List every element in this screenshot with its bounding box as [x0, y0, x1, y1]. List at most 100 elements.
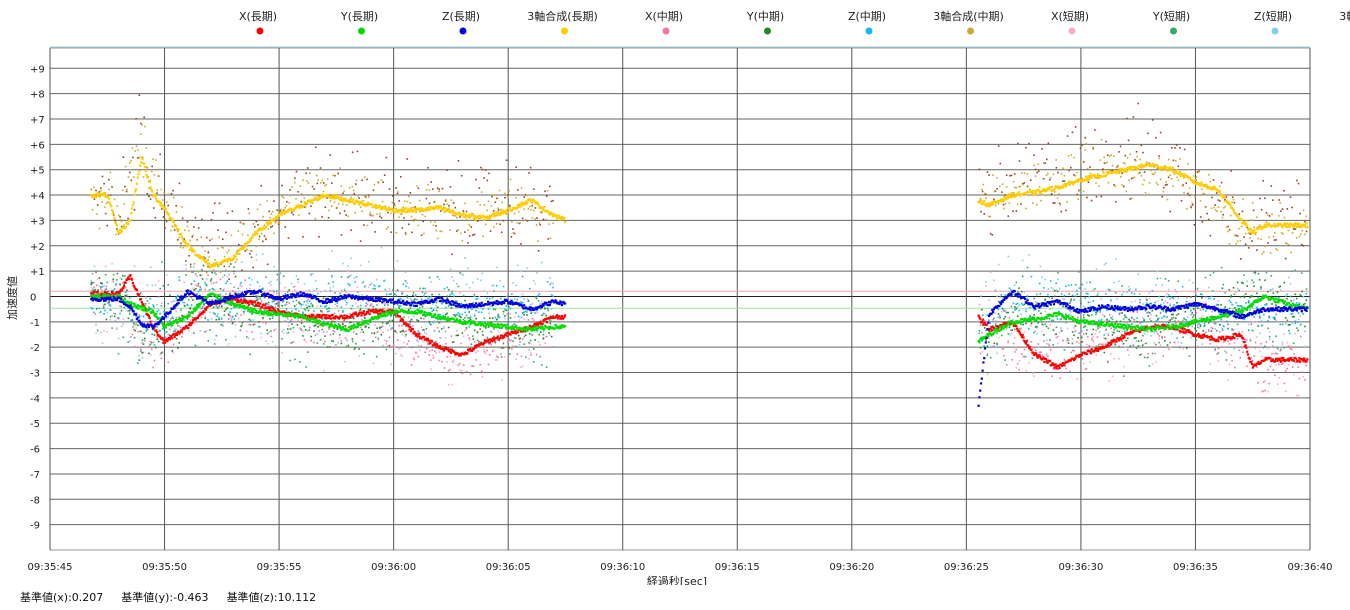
data-point: [1214, 322, 1217, 325]
data-point: [428, 202, 431, 205]
data-point: [1129, 288, 1131, 290]
data-point: [496, 359, 498, 361]
data-point: [496, 335, 499, 338]
data-point: [336, 302, 339, 304]
data-point: [997, 313, 1000, 315]
data-point: [395, 352, 397, 355]
data-point: [1297, 394, 1300, 397]
data-point: [457, 353, 460, 356]
data-point: [1155, 320, 1158, 322]
data-point: [383, 300, 385, 303]
data-point: [1121, 312, 1123, 314]
data-point: [177, 304, 179, 306]
data-point: [368, 308, 370, 310]
data-point: [266, 332, 269, 335]
data-point: [1247, 301, 1250, 303]
data-point: [149, 340, 152, 343]
data-point: [104, 265, 107, 268]
data-point: [1210, 326, 1213, 329]
data-point: [1286, 297, 1288, 300]
data-point: [161, 351, 164, 354]
data-point: [341, 322, 344, 324]
data-point: [127, 277, 131, 281]
data-point: [985, 281, 987, 283]
data-point: [1251, 359, 1254, 362]
data-point: [1062, 180, 1064, 183]
data-point: [414, 334, 418, 337]
data-point: [478, 217, 480, 220]
data-point: [472, 335, 474, 337]
data-point: [1144, 304, 1147, 307]
data-point: [1284, 322, 1287, 325]
data-point: [401, 330, 403, 333]
data-point: [423, 232, 425, 235]
data-point: [480, 341, 483, 344]
data-point: [1256, 292, 1258, 295]
data-point: [1040, 312, 1042, 315]
data-point: [1265, 303, 1268, 306]
data-point: [439, 296, 442, 299]
data-point: [997, 202, 1000, 205]
data-point: [1041, 323, 1044, 326]
data-point: [270, 226, 272, 228]
data-point: [482, 235, 484, 238]
data-point: [314, 280, 317, 282]
data-point: [1048, 344, 1051, 347]
data-point: [284, 286, 287, 289]
data-point: [1247, 232, 1250, 234]
data-point: [93, 311, 95, 314]
data-point: [270, 330, 272, 332]
data-point: [462, 211, 465, 214]
data-point: [302, 330, 304, 332]
data-point: [239, 283, 242, 286]
data-point: [187, 326, 190, 330]
data-point: [1235, 242, 1238, 245]
data-point: [163, 343, 165, 345]
data-point: [142, 176, 145, 178]
data-point: [223, 303, 226, 305]
data-point: [1243, 318, 1246, 321]
data-point: [1104, 343, 1107, 345]
data-point: [299, 185, 301, 187]
data-point: [130, 319, 132, 322]
data-point: [186, 318, 189, 320]
data-point: [174, 307, 176, 310]
data-point: [161, 328, 164, 330]
data-point: [490, 330, 493, 333]
data-point: [989, 271, 992, 274]
data-point: [1052, 343, 1054, 346]
data-point: [181, 328, 184, 331]
data-point: [462, 274, 465, 276]
data-point: [467, 334, 469, 336]
data-point: [108, 290, 110, 292]
data-point: [1222, 283, 1224, 286]
data-point: [1051, 185, 1053, 188]
data-point: [427, 183, 429, 186]
data-point: [447, 305, 450, 308]
data-point: [458, 354, 461, 357]
data-point: [504, 308, 506, 311]
data-point: [237, 292, 240, 295]
data-point: [449, 268, 452, 271]
data-point: [142, 351, 145, 354]
data-point: [550, 282, 553, 284]
data-point: [1147, 356, 1149, 359]
data-point: [306, 351, 309, 353]
data-point: [364, 285, 367, 287]
data-point: [134, 150, 137, 152]
data-point: [1103, 337, 1106, 339]
data-point: [322, 297, 325, 300]
data-point: [390, 328, 392, 330]
data-point: [377, 285, 380, 288]
data-point: [229, 292, 231, 295]
data-point: [347, 282, 350, 285]
data-point: [1146, 161, 1148, 164]
data-point: [1170, 296, 1173, 298]
data-point: [492, 338, 495, 341]
data-point: [259, 297, 262, 300]
data-point: [1144, 309, 1147, 312]
data-point: [369, 283, 372, 286]
data-point: [166, 331, 168, 333]
data-point: [109, 293, 112, 296]
data-point: [144, 307, 147, 311]
